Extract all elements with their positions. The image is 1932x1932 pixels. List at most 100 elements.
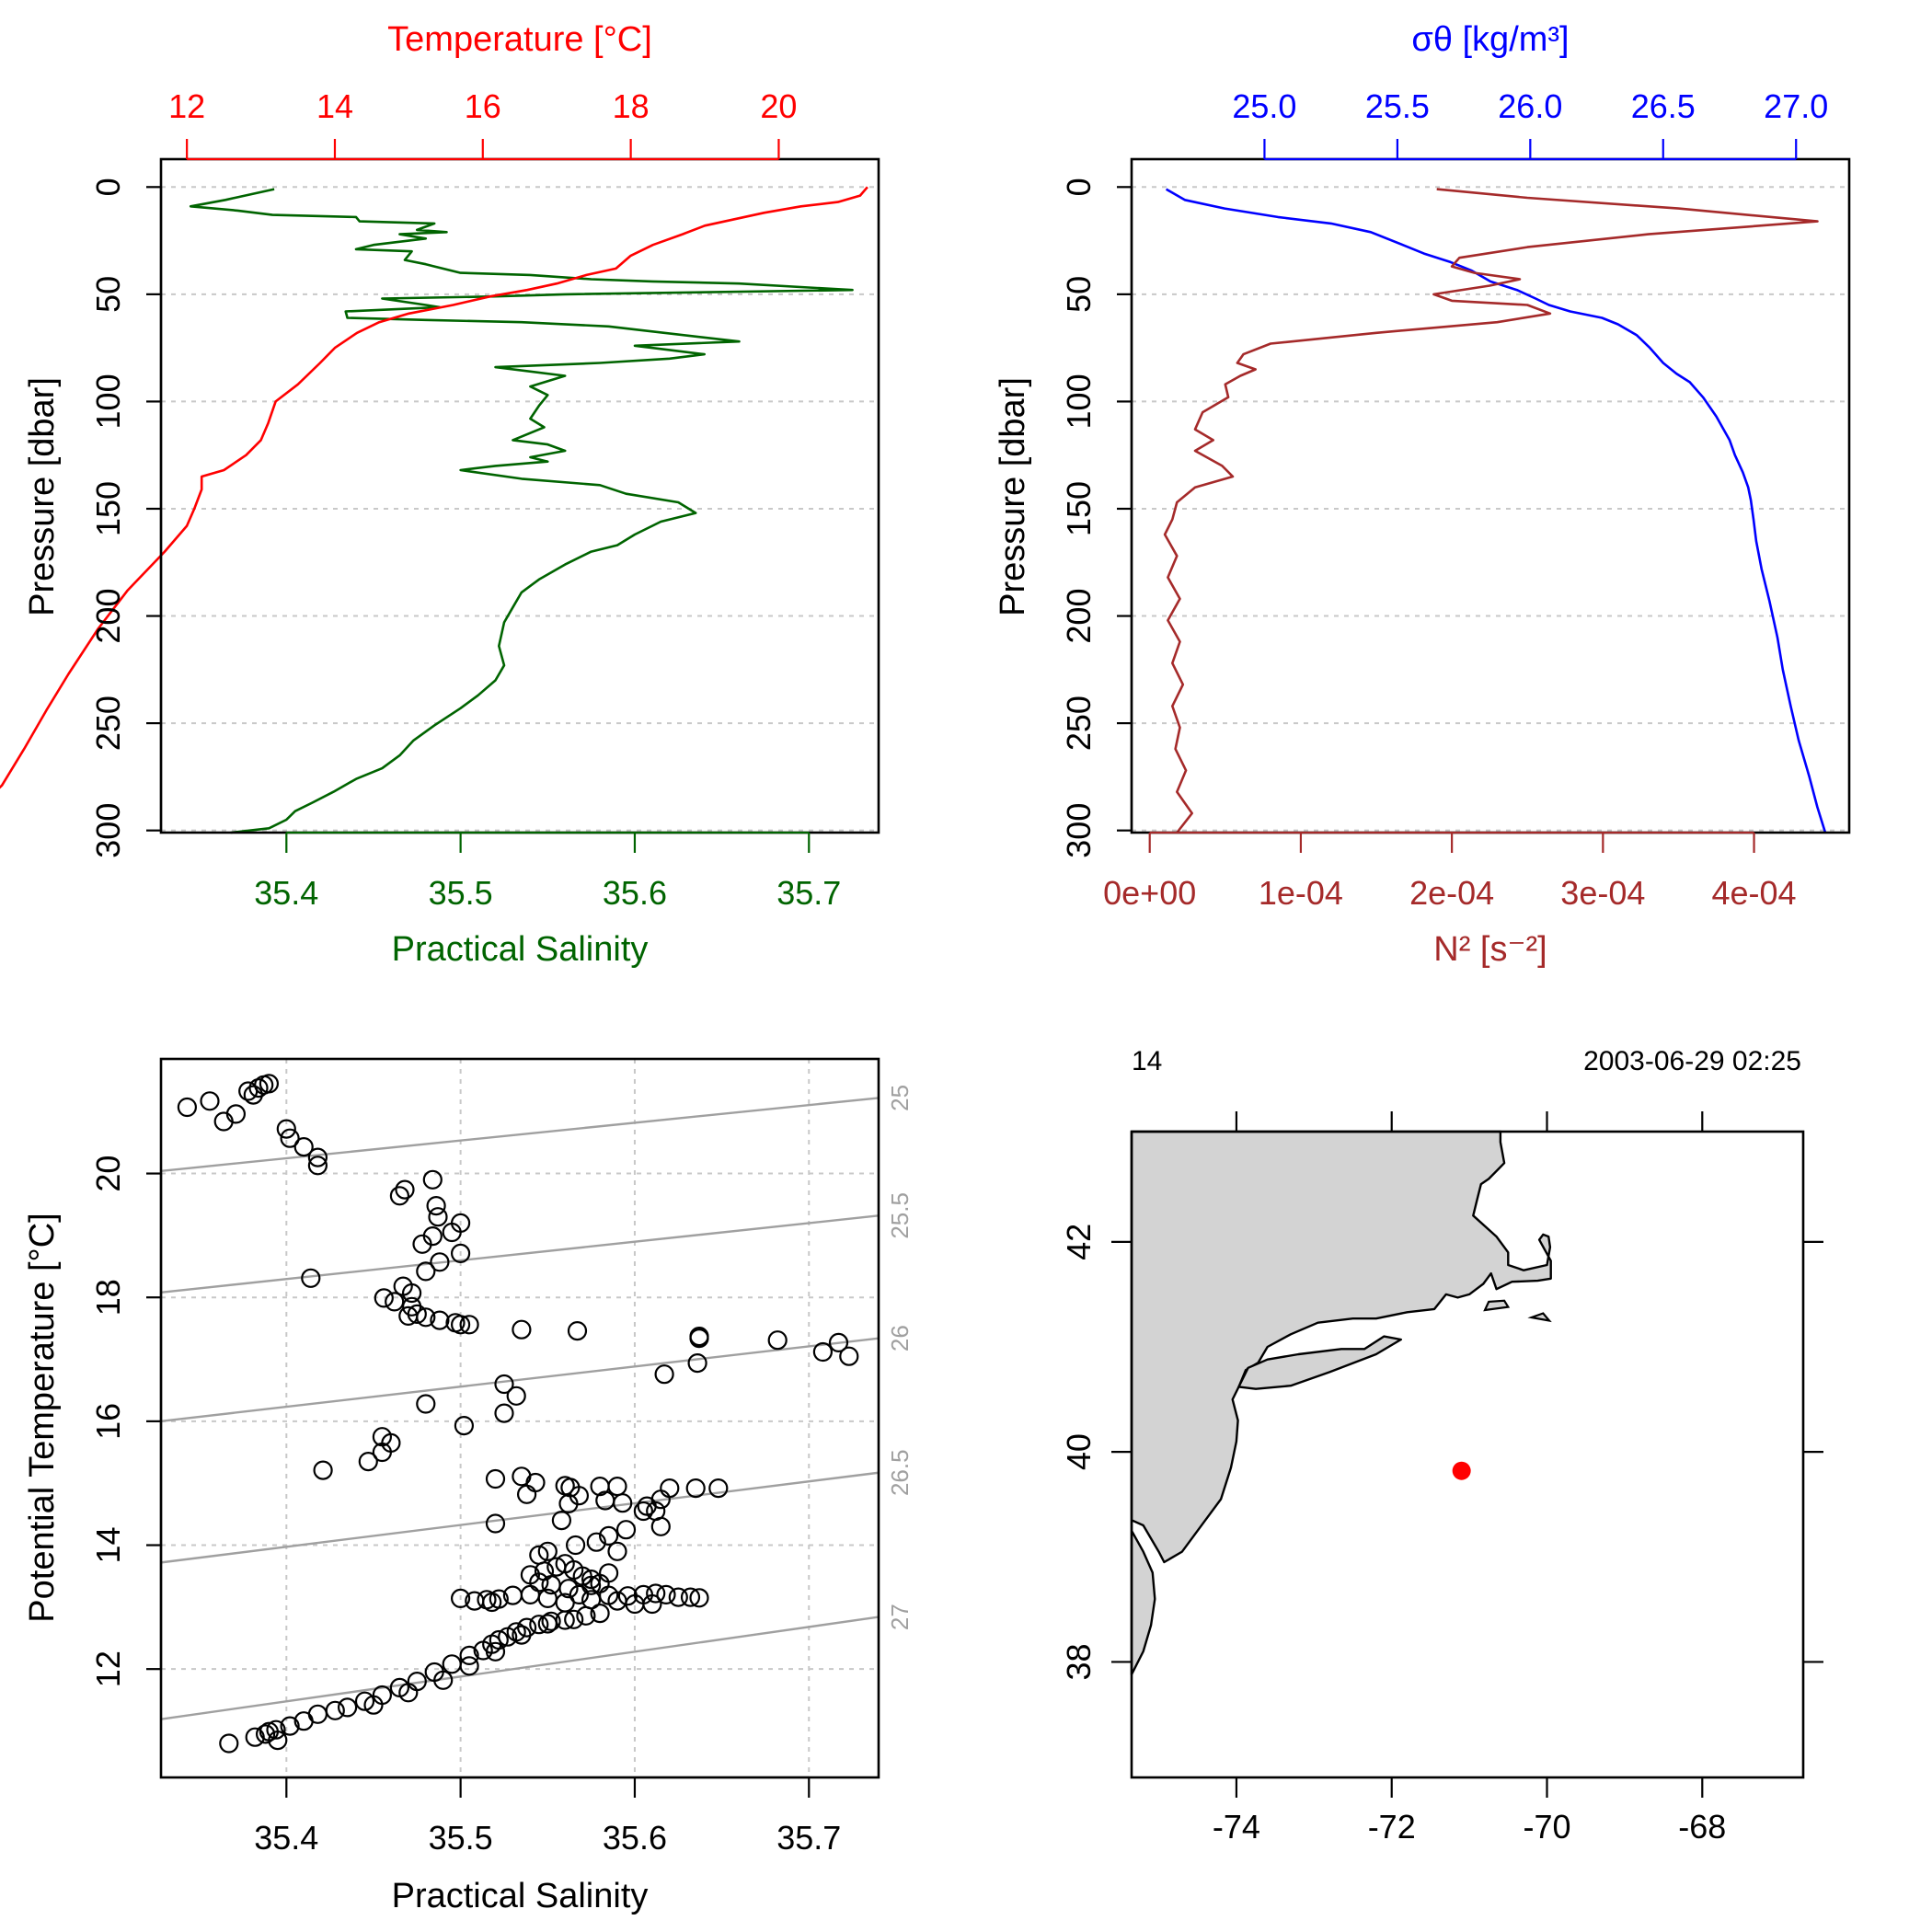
data-point [363,1695,384,1715]
data-point [607,1541,627,1561]
ts-diagram-points [177,1074,859,1754]
data-point [280,1716,300,1736]
data-point [459,1315,479,1335]
coastline-land [1130,1130,1552,1676]
temperature-tick-label: 14 [316,87,353,125]
data-point [451,1243,471,1264]
data-point [485,1641,506,1662]
ts-diagram-axes: 35.4 35.5 35.6 35.7 12 14 16 18 20 [89,1156,841,1857]
station-map-panel: 14 2003-06-29 02:25 -74 -72 -70 -68 38 40 42 [1060,1046,1823,1846]
data-point [177,1097,197,1118]
data-point [293,1136,314,1157]
data-point [512,1319,532,1340]
n2-tick-label: 2e-04 [1409,874,1494,912]
data-point [219,1733,239,1754]
data-point [428,1207,448,1227]
data-point [598,1563,619,1583]
n2-axis-title: N² [s⁻²] [1433,930,1547,969]
pressure-axis-title: Pressure [dbar] [994,377,1032,616]
data-point [498,1627,518,1647]
data-point [537,1541,558,1561]
data-point [558,1579,579,1599]
salinity-tick-label: 35.6 [603,1819,667,1857]
data-point [525,1472,546,1493]
longitude-tick-label: -74 [1213,1808,1260,1846]
salinity-tick-label: 35.5 [429,874,493,912]
data-point [512,1625,532,1645]
data-point [442,1222,462,1243]
n2-tick-label: 0e+00 [1103,874,1196,912]
sigma-theta-line [1165,188,1827,834]
longitude-tick-label: -70 [1523,1808,1570,1846]
temperature-tick-label: 14 [89,1526,127,1563]
isopycnal-label: 26 [886,1325,914,1351]
data-point [266,1719,286,1740]
pressure-tick-label: 0 [89,178,127,196]
data-point [454,1415,474,1436]
data-point [668,1587,688,1607]
temperature-line [0,186,868,789]
isopycnal-label: 25.5 [886,1192,914,1239]
data-point [416,1307,436,1328]
density-n2-panel: 25.0 25.5 26.0 26.5 27.0 0e+00 1e-04 2e-04 3e-04… [994,20,1851,969]
temperature-tick-label: 16 [89,1403,127,1440]
ts-diagram-grid [161,1059,879,1777]
data-point [689,1588,709,1608]
data-point [537,1614,558,1634]
data-point [451,1588,471,1609]
map-axes: -74 -72 -70 -68 38 40 42 [1060,1111,1823,1846]
data-point [243,1085,263,1105]
salinity-tick-label: 35.7 [776,1819,841,1857]
data-point [276,1119,296,1139]
data-point [280,1128,300,1148]
n2-tick-label: 3e-04 [1560,874,1645,912]
sigma-tick-label: 25.5 [1365,87,1430,125]
data-point [558,1493,579,1514]
data-point [581,1569,602,1590]
data-point [301,1268,321,1288]
pressure-tick-label: 150 [89,481,127,536]
data-point [374,1288,394,1308]
longitude-tick-label: -72 [1368,1808,1416,1846]
data-point [485,1513,506,1534]
temperature-tick-label: 16 [465,87,501,125]
data-point [459,1656,479,1676]
mainland-polygon [1130,1130,1552,1676]
temperature-tick-label: 12 [168,87,205,125]
ts-profile-series [0,186,868,834]
temperature-tick-label: 18 [613,87,650,125]
map-frame [1130,1130,1805,1779]
data-point [615,1520,637,1540]
isopycnal-line [160,1337,880,1423]
data-point [564,1609,584,1629]
ts-profile-axes: 12 14 16 18 20 35.4 35.5 35.6 35.7 0 50 100 150 200 25… [89,87,841,912]
pressure-tick-label: 0 [1060,178,1098,196]
data-point [654,1364,674,1385]
data-point [633,1501,654,1522]
isopycnal-label: 26.5 [886,1449,914,1496]
data-point [828,1332,849,1353]
ts-profile-panel: 12 14 16 18 20 35.4 35.5 35.6 35.7 0 50 100 150 200 25… [0,20,880,969]
salinity-line [189,188,854,834]
data-point [567,1320,588,1341]
data-point [307,1156,328,1176]
longitude-tick-label: -68 [1678,1808,1726,1846]
n2-tick-label: 4e-04 [1712,874,1797,912]
temperature-tick-label: 20 [89,1156,127,1192]
sigma-tick-label: 26.0 [1498,87,1562,125]
data-point [660,1478,680,1499]
isopycnal-label: 25 [886,1085,914,1111]
ts-diagram-panel: 25 25.5 26 26.5 27 35.4 35.5 35.6 35.7 12 14 16 18 2… [23,1057,914,1915]
data-point [358,1451,378,1472]
isopycnal-line [160,1471,880,1564]
data-point [354,1691,375,1711]
n2-line [1163,188,1819,834]
data-point [412,1234,432,1254]
temperature-tick-label: 12 [89,1650,127,1687]
pressure-axis-title: Pressure [dbar] [23,377,62,616]
density-n2-axes: 25.0 25.5 26.0 26.5 27.0 0e+00 1e-04 2e-04 3e-04… [1060,87,1828,912]
pressure-tick-label: 200 [1060,589,1098,644]
data-point [485,1468,506,1489]
latitude-tick-label: 42 [1060,1224,1098,1260]
data-point [598,1525,619,1547]
